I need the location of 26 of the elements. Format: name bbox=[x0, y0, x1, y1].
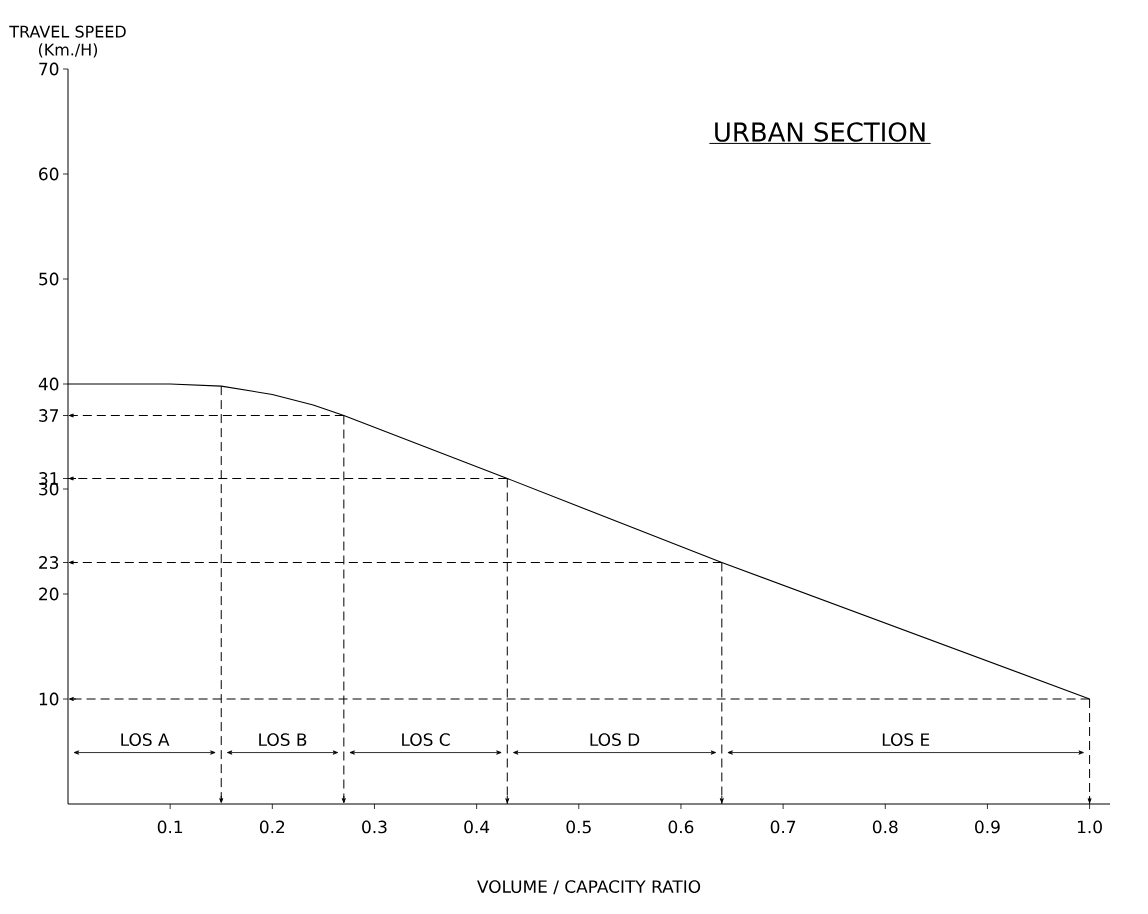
y-tick-label: 70 bbox=[39, 62, 59, 76]
x-tick-label: 0.8 bbox=[872, 820, 898, 834]
text: URBAN SECTION bbox=[715, 122, 925, 142]
x-tick-label: 0.4 bbox=[464, 820, 490, 834]
annotation: LOS B bbox=[259, 733, 307, 747]
x-axis-title: VOLUME / CAPACITY RATIO bbox=[477, 880, 701, 895]
x-tick-label: 0.1 bbox=[157, 820, 183, 834]
x-tick-label: 0.5 bbox=[566, 820, 591, 834]
x-tick-label: 1.0 bbox=[1077, 820, 1102, 834]
x-tick-label: 0.9 bbox=[975, 820, 1000, 834]
annotation: LOS D bbox=[590, 733, 640, 747]
y-axis-title: TRAVEL SPEED (Km./H) bbox=[9, 25, 126, 58]
x-tick-label: 0.6 bbox=[668, 820, 694, 834]
y-tick-label: 40 bbox=[38, 377, 59, 391]
annotation: LOS A bbox=[121, 733, 170, 747]
y-tick-label: 50 bbox=[39, 272, 59, 286]
y-tick-label: 10 bbox=[39, 692, 59, 706]
x-tick-label: 0.2 bbox=[259, 820, 285, 834]
x-tick-label: 0.7 bbox=[770, 820, 796, 834]
x-tick-label: 0.3 bbox=[362, 820, 387, 834]
y-tick-label: 23 bbox=[39, 556, 59, 569]
y-tick-label: 37 bbox=[39, 409, 59, 422]
y-tick-label: 60 bbox=[39, 167, 59, 181]
annotation: LOS E bbox=[882, 733, 930, 747]
annotation: LOS C bbox=[402, 733, 450, 747]
y-tick-label: 20 bbox=[39, 587, 59, 601]
